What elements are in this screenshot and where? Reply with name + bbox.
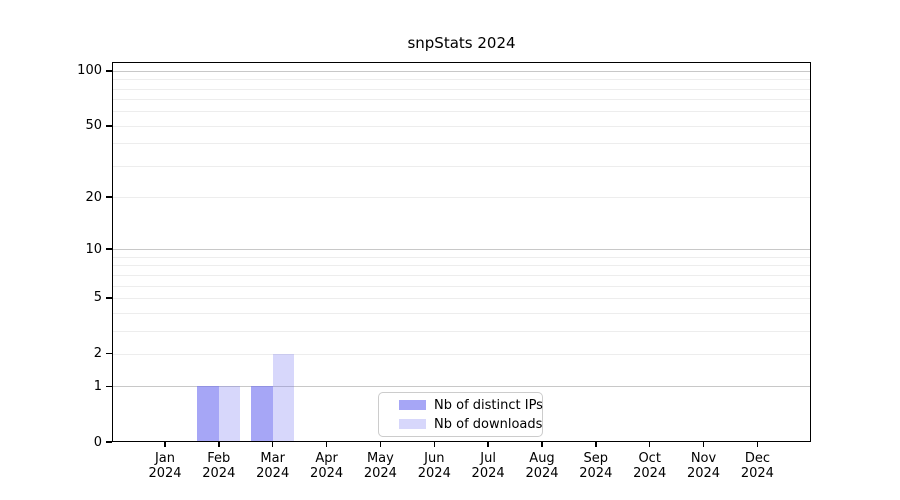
minor-gridline: [112, 143, 811, 145]
minor-gridline: [112, 165, 811, 167]
legend-item-downloads: Nb of downloads: [399, 416, 542, 432]
legend: Nb of distinct IPs Nb of downloads: [378, 392, 543, 437]
x-tick-mark: [487, 442, 489, 447]
y-tick-mark: [106, 70, 112, 72]
minor-gridline: [112, 330, 811, 332]
minor-gridline: [112, 125, 811, 127]
x-tick-mark: [379, 442, 382, 447]
minor-gridline: [112, 256, 811, 258]
minor-gridline: [112, 99, 811, 101]
minor-gridline: [112, 111, 811, 113]
y-tick-label: 100: [77, 63, 102, 79]
x-tick-label: May 2024: [363, 451, 397, 481]
y-tick-mark: [106, 297, 112, 299]
bar-mar-distinct-ips: [251, 386, 273, 442]
x-tick-mark: [541, 442, 543, 447]
y-tick-label: 2: [93, 346, 102, 362]
x-tick-mark: [218, 442, 220, 447]
minor-gridline: [112, 274, 811, 276]
legend-item-distinct-ips: Nb of distinct IPs: [399, 397, 543, 413]
y-tick-mark: [106, 248, 112, 250]
minor-gridline: [112, 197, 811, 199]
x-tick-label: Jan 2024: [148, 451, 182, 481]
minor-gridline: [112, 265, 811, 267]
minor-gridline: [112, 297, 811, 299]
legend-label-distinct-ips: Nb of distinct IPs: [434, 397, 543, 413]
y-tick-label: 50: [85, 118, 102, 134]
bar-feb-downloads: [218, 386, 241, 442]
x-tick-label: Oct 2024: [633, 451, 667, 481]
minor-gridline: [112, 353, 811, 355]
y-tick-mark: [106, 125, 112, 127]
y-tick-mark: [106, 196, 112, 198]
major-gridline: [112, 249, 811, 251]
legend-label-downloads: Nb of downloads: [434, 416, 543, 432]
y-tick-mark: [106, 441, 112, 443]
x-tick-label: Dec 2024: [740, 451, 774, 481]
x-tick-label: Mar 2024: [256, 451, 290, 481]
x-tick-label: Sep 2024: [579, 451, 613, 481]
major-gridline: [112, 386, 811, 388]
minor-gridline: [112, 88, 811, 90]
y-tick-label: 0: [93, 434, 102, 450]
y-tick-mark: [106, 352, 112, 355]
bar-feb-distinct-ips: [197, 386, 219, 442]
x-tick-mark: [702, 442, 705, 447]
x-tick-label: Nov 2024: [686, 451, 721, 481]
chart-title: snpStats 2024: [407, 34, 516, 52]
x-tick-label: Jun 2024: [417, 451, 451, 481]
minor-gridline: [112, 312, 811, 314]
y-tick-label: 5: [93, 290, 102, 306]
x-tick-mark: [325, 442, 328, 447]
x-tick-label: Jul 2024: [471, 451, 505, 481]
major-gridline: [112, 70, 811, 72]
plot-area-frame: [112, 62, 811, 442]
x-tick-mark: [164, 442, 166, 447]
x-tick-mark: [756, 442, 759, 447]
x-tick-mark: [271, 442, 274, 447]
x-tick-mark: [595, 442, 597, 447]
y-tick-label: 1: [93, 378, 102, 394]
legend-swatch-distinct-ips: [399, 400, 426, 410]
legend-swatch-downloads: [399, 419, 426, 429]
x-tick-label: Aug 2024: [525, 451, 559, 481]
x-tick-label: Apr 2024: [310, 451, 344, 481]
x-tick-label: Feb 2024: [202, 451, 236, 481]
minor-gridline: [112, 285, 811, 287]
minor-gridline: [112, 79, 811, 81]
x-tick-mark: [648, 442, 651, 447]
y-tick-label: 20: [85, 189, 102, 205]
y-tick-mark: [106, 385, 112, 387]
y-tick-label: 10: [85, 241, 102, 257]
x-tick-mark: [433, 442, 435, 447]
bar-mar-downloads: [272, 353, 295, 442]
